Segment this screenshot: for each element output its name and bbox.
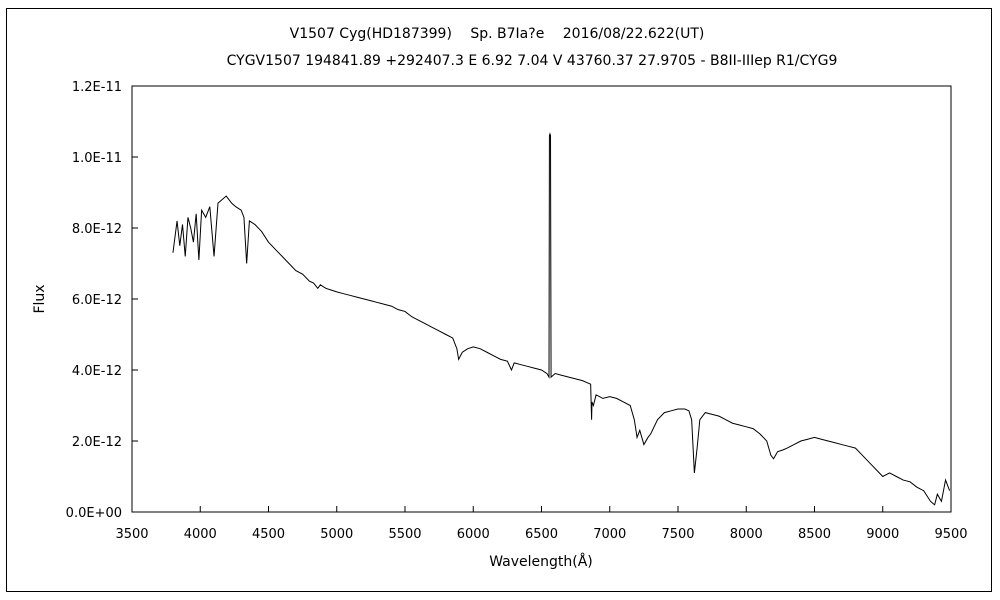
x-tick-label: 9500 <box>934 527 967 542</box>
y-tick-label: 1.2E-11 <box>72 80 122 95</box>
x-tick-label: 9000 <box>866 527 899 542</box>
x-tick-label: 7000 <box>593 527 626 542</box>
series-line-flux <box>172 132 951 506</box>
x-tick-label: 4500 <box>252 527 285 542</box>
plot-area <box>131 85 952 513</box>
x-axis: 3500 4000 4500 5000 5500 6000 6500 7000 7500 8000… <box>115 506 968 542</box>
y-tick-label: 4.0E-12 <box>72 364 122 379</box>
x-tick-label: 4000 <box>184 527 217 542</box>
x-tick-label: 8500 <box>798 527 831 542</box>
chart-subtitle: CYGV1507 194841.89 +292407.3 E 6.92 7.04… <box>227 53 838 69</box>
y-tick-label: 1.0E-11 <box>72 151 122 166</box>
y-tick-label: 6.0E-12 <box>72 293 122 308</box>
x-tick-label: 5000 <box>320 527 353 542</box>
x-tick-label: 8000 <box>730 527 763 542</box>
y-axis-label: Flux <box>32 284 48 313</box>
chart-title: V1507 Cyg(HD187399) Sp. B7Ia?e 2016/08/2… <box>290 26 705 42</box>
y-tick-label: 0.0E+00 <box>66 506 122 521</box>
y-tick-label: 2.0E-12 <box>72 435 122 450</box>
x-tick-label: 7500 <box>661 527 694 542</box>
chart-frame <box>6 8 992 592</box>
y-tick-label: 8.0E-12 <box>72 222 122 237</box>
x-axis-label: Wavelength(Å) <box>489 553 593 570</box>
x-tick-label: 5500 <box>388 527 421 542</box>
x-tick-label: 6000 <box>457 527 490 542</box>
y-axis: 0.0E+00 2.0E-12 4.0E-12 6.0E-12 8.0E-12 1.0E-… <box>66 80 138 521</box>
x-tick-label: 6500 <box>525 527 558 542</box>
x-tick-label: 3500 <box>115 527 148 542</box>
